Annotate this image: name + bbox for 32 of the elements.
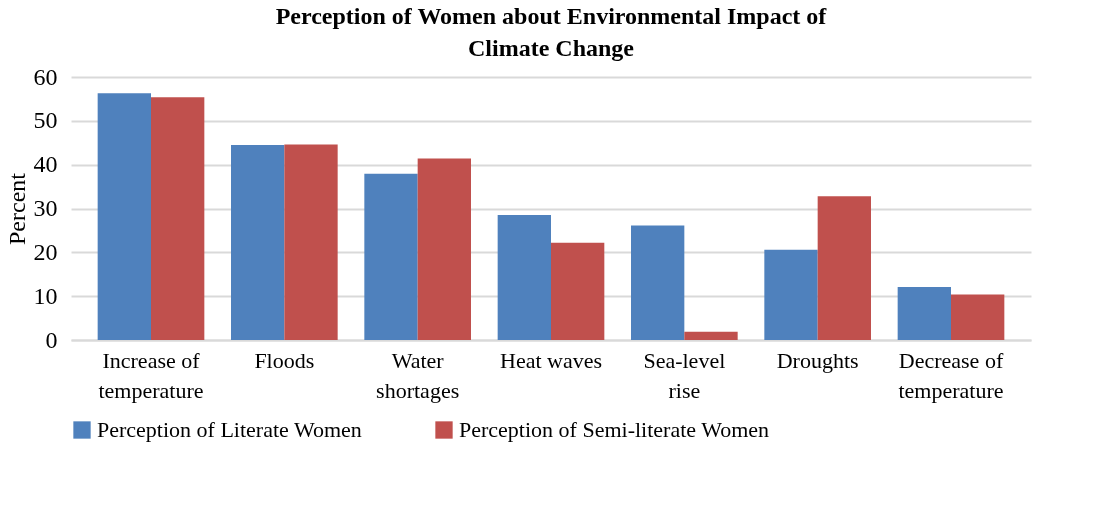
bar (951, 294, 1005, 340)
bar (631, 225, 685, 340)
y-tick-label: 60 (33, 63, 58, 90)
y-tick-label: 40 (33, 151, 58, 178)
bar (497, 215, 551, 340)
y-tick-label: 30 (33, 195, 58, 221)
y-tick-label: 20 (33, 238, 58, 265)
bar (817, 196, 871, 340)
y-tick-label: 10 (33, 282, 58, 309)
y-tick-label: 50 (33, 107, 58, 134)
x-tick-label: Heat waves (499, 347, 603, 373)
x-tick-label: Increase of temperature (98, 347, 204, 403)
legend-label: Perception of Semi-literate Women (459, 417, 770, 442)
x-tick-label: Sea-level rise (643, 347, 726, 403)
bar (231, 144, 285, 340)
legend-label: Perception of Literate Women (97, 417, 362, 442)
bar (97, 93, 151, 340)
bar (364, 173, 418, 340)
y-axis-title: Percent (3, 172, 30, 245)
bar (764, 249, 818, 340)
x-tick-label: Decrease of temperature (898, 347, 1004, 403)
x-tick-label: Floods (254, 347, 315, 373)
x-tick-label: Droughts (776, 347, 859, 373)
bar (684, 331, 738, 340)
bar (551, 242, 605, 340)
y-tick-label: 0 (45, 326, 58, 353)
chart-title: Perception of Women about Environmental Impact of Climate Change (275, 3, 828, 61)
bar (151, 97, 205, 340)
bar (417, 158, 471, 340)
bar (897, 286, 951, 340)
bar (284, 144, 338, 340)
x-tick-label: Water shortages (376, 347, 460, 403)
